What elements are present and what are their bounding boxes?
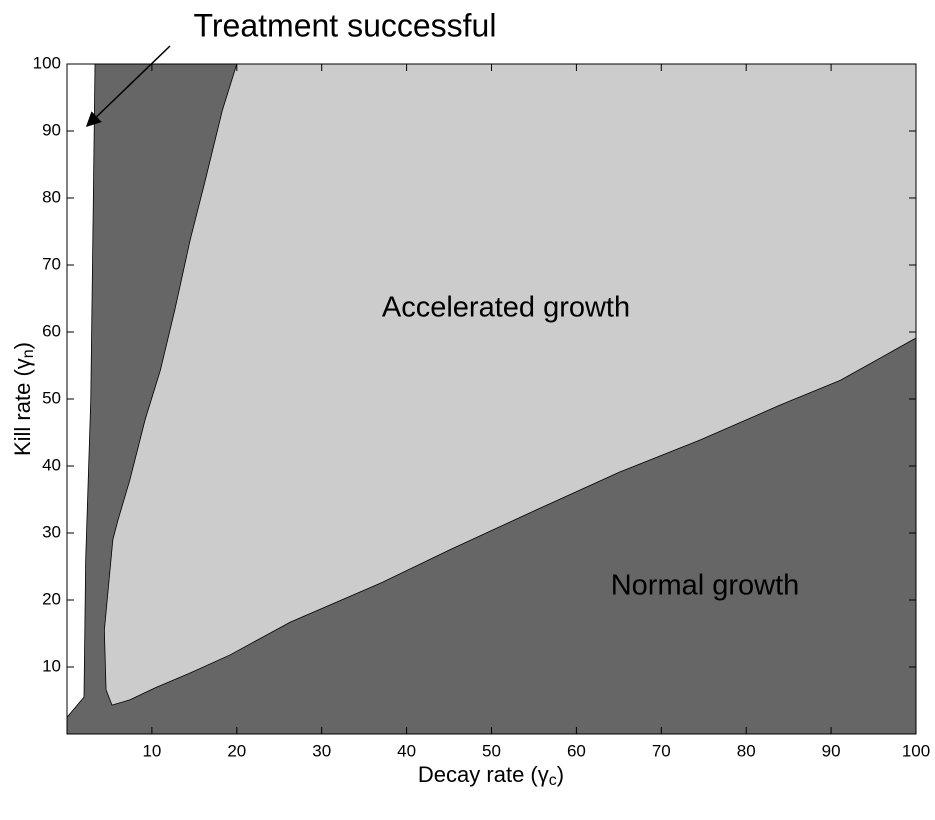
y-tick-label: 50 <box>42 388 61 407</box>
region <box>66 63 96 719</box>
region-label: Normal growth <box>611 570 800 602</box>
annotation-arrow <box>85 45 171 128</box>
y-tick-label: 80 <box>42 187 61 206</box>
y-tick-label: 40 <box>42 455 61 474</box>
y-tick-label: 100 <box>33 53 61 72</box>
y-tick-label: 70 <box>42 254 61 273</box>
y-tick-label: 90 <box>42 120 61 139</box>
y-axis-label: Kill rate (γn) <box>10 342 37 456</box>
x-tick-label: 60 <box>567 741 586 760</box>
x-tick-label: 80 <box>737 741 756 760</box>
y-tick-label: 60 <box>42 321 61 340</box>
x-tick-label: 20 <box>227 741 246 760</box>
x-tick-label: 30 <box>312 741 331 760</box>
region-label: Accelerated growth <box>382 292 630 324</box>
y-tick-label: 30 <box>42 522 61 541</box>
x-tick-label: 70 <box>652 741 671 760</box>
x-tick-label: 50 <box>482 741 501 760</box>
x-tick-label: 90 <box>822 741 841 760</box>
y-tick-label: 20 <box>42 589 61 608</box>
x-tick-label: 10 <box>142 741 161 760</box>
x-tick-label: 40 <box>397 741 416 760</box>
region <box>103 63 917 706</box>
region-label: Treatment successful <box>194 7 497 43</box>
y-tick-label: 10 <box>42 656 61 675</box>
x-axis-label: Decay rate (γc) <box>418 762 564 789</box>
plot-area <box>66 63 917 734</box>
x-tick-label: 100 <box>902 741 930 760</box>
